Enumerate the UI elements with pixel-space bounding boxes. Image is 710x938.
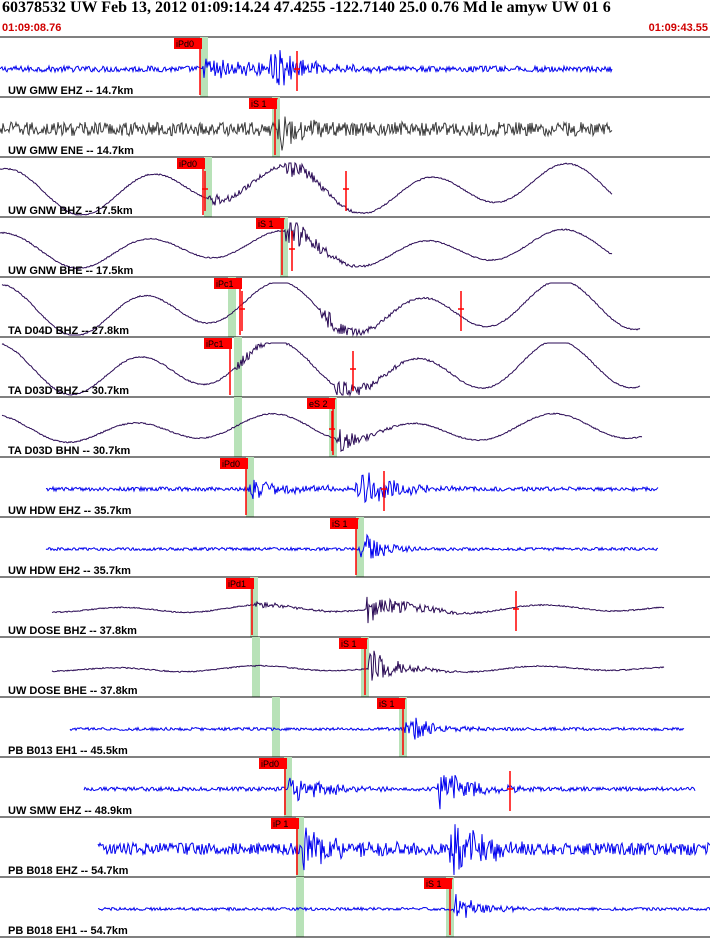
pick-label-box[interactable] bbox=[256, 218, 284, 229]
pick-label[interactable]: iS 1 bbox=[251, 99, 267, 109]
trace-row[interactable]: iPd0 UW GNW BHZ -- 17.5km bbox=[0, 157, 710, 218]
pick-label[interactable]: iPd0 bbox=[222, 459, 240, 469]
pick-label-box[interactable] bbox=[174, 38, 202, 49]
trace-row[interactable]: iPd1 UW DOSE BHZ -- 37.8km bbox=[0, 577, 710, 638]
pick-label-box[interactable] bbox=[271, 818, 299, 829]
waveform-trace bbox=[0, 222, 613, 270]
pick-arrow bbox=[279, 218, 285, 224]
pick-label-box[interactable] bbox=[226, 578, 254, 589]
trace-row[interactable]: iS 1 UW DOSE BHE -- 37.8km bbox=[0, 637, 710, 698]
trace-row[interactable]: iPd0 UW GMW EHZ -- 14.7km bbox=[0, 37, 710, 98]
arrival-window bbox=[296, 877, 304, 937]
pick-arrow bbox=[447, 878, 453, 884]
trace-row[interactable]: iPd0 UW HDW EHZ -- 35.7km bbox=[0, 457, 710, 518]
pick-label[interactable]: iS 1 bbox=[258, 219, 274, 229]
waveform-trace bbox=[0, 50, 613, 86]
trace-row[interactable]: iS 1 UW GNW BHE -- 17.5km bbox=[0, 217, 710, 278]
station-label: UW GNW BHZ -- 17.5km bbox=[8, 205, 133, 217]
waveform-trace bbox=[97, 894, 710, 918]
trace-row[interactable]: iS 1 PB B013 EH1 -- 45.5km bbox=[0, 697, 710, 758]
waveform-trace bbox=[45, 472, 659, 504]
pick-label-box[interactable] bbox=[377, 698, 405, 709]
arrival-window bbox=[250, 577, 258, 637]
waveform-trace bbox=[51, 596, 665, 624]
station-label: TA D03D BHZ -- 30.7km bbox=[8, 385, 129, 397]
waveform-trace bbox=[0, 116, 613, 151]
arrival-window bbox=[356, 517, 364, 577]
station-label: TA D03D BHN -- 30.7km bbox=[8, 445, 130, 457]
waveform-trace bbox=[1, 412, 643, 453]
arrival-window bbox=[252, 637, 260, 697]
station-label: TA D04D BHZ -- 27.8km bbox=[8, 325, 129, 337]
pick-arrow bbox=[400, 698, 406, 704]
arrival-window bbox=[272, 697, 280, 757]
trace-row[interactable]: iS 1 PB B018 EH1 -- 54.7km bbox=[0, 877, 710, 938]
pick-label[interactable]: iPd1 bbox=[228, 579, 246, 589]
arrival-window bbox=[234, 337, 242, 397]
station-label: UW GMW ENE -- 14.7km bbox=[8, 145, 134, 157]
pick-label[interactable]: iPc1 bbox=[216, 279, 234, 289]
station-label: UW GMW EHZ -- 14.7km bbox=[8, 85, 134, 97]
trace-row[interactable]: iP 1 PB B018 EHZ -- 54.7km bbox=[0, 817, 710, 878]
event-title: 60378532 UW Feb 13, 2012 01:09:14.24 47.… bbox=[2, 0, 611, 16]
pick-label[interactable]: iS 1 bbox=[341, 639, 357, 649]
trace-row[interactable]: eS 2 TA D03D BHN -- 30.7km bbox=[0, 397, 710, 458]
pick-label[interactable]: iPd0 bbox=[176, 39, 194, 49]
station-label: PB B018 EHZ -- 54.7km bbox=[8, 865, 129, 877]
waveform-trace bbox=[45, 533, 659, 559]
trace-row[interactable]: iPc1 TA D04D BHZ -- 27.8km bbox=[0, 277, 710, 338]
pick-label[interactable]: eS 2 bbox=[309, 399, 328, 409]
pick-label-box[interactable] bbox=[214, 278, 242, 289]
station-label: UW SMW EHZ -- 48.9km bbox=[8, 805, 132, 817]
arrival-window bbox=[228, 277, 236, 337]
pick-label-box[interactable] bbox=[330, 518, 358, 529]
waveform-trace bbox=[1, 341, 641, 397]
pick-label-box[interactable] bbox=[424, 878, 452, 889]
trace-row[interactable]: iPd0 UW SMW EHZ -- 48.9km bbox=[0, 757, 710, 818]
station-label: UW HDW EH2 -- 35.7km bbox=[8, 565, 131, 577]
trace-row[interactable]: iS 1 UW GMW ENE -- 14.7km bbox=[0, 97, 710, 158]
pick-label-box[interactable] bbox=[249, 98, 277, 109]
waveform-trace bbox=[97, 824, 710, 876]
pick-label[interactable]: iS 1 bbox=[426, 879, 442, 889]
station-label: UW DOSE BHE -- 37.8km bbox=[8, 685, 138, 697]
pick-label-box[interactable] bbox=[204, 338, 232, 349]
station-label: PB B013 EH1 -- 45.5km bbox=[8, 745, 128, 757]
arrival-window bbox=[280, 217, 288, 277]
pick-label-box[interactable] bbox=[259, 758, 287, 769]
arrival-window bbox=[204, 157, 212, 217]
pick-label-box[interactable] bbox=[220, 458, 248, 469]
arrival-window bbox=[200, 37, 208, 97]
pick-label[interactable]: iPd0 bbox=[261, 759, 279, 769]
pick-label-box[interactable] bbox=[339, 638, 367, 649]
pick-arrow bbox=[362, 638, 368, 644]
trace-row[interactable]: iPc1 TA D03D BHZ -- 30.7km bbox=[0, 337, 710, 398]
station-label: PB B018 EH1 -- 54.7km bbox=[8, 925, 128, 937]
record-header: 60378532 UW Feb 13, 2012 01:09:14.24 47.… bbox=[0, 0, 710, 37]
station-label: UW GNW BHE -- 17.5km bbox=[8, 265, 134, 277]
pick-label[interactable]: iS 1 bbox=[332, 519, 348, 529]
window-end-time: 01:09:43.55 bbox=[648, 22, 708, 34]
waveform-trace bbox=[0, 161, 613, 216]
pick-arrow bbox=[353, 518, 359, 524]
pick-label[interactable]: iPc1 bbox=[206, 339, 224, 349]
window-start-time: 01:09:08.76 bbox=[2, 22, 62, 34]
station-label: UW DOSE BHZ -- 37.8km bbox=[8, 625, 137, 637]
pick-label[interactable]: iS 1 bbox=[379, 699, 395, 709]
pick-label[interactable]: iPd0 bbox=[179, 159, 197, 169]
pick-arrow bbox=[272, 98, 278, 104]
station-label: UW HDW EHZ -- 35.7km bbox=[8, 505, 132, 517]
trace-row[interactable]: iS 1 UW HDW EH2 -- 35.7km bbox=[0, 517, 710, 578]
pick-label-box[interactable] bbox=[307, 398, 335, 409]
waveform-trace bbox=[83, 774, 696, 810]
arrival-window bbox=[234, 397, 242, 457]
waveform-trace bbox=[69, 717, 685, 740]
pick-label[interactable]: iP 1 bbox=[273, 819, 288, 829]
pick-label-box[interactable] bbox=[177, 158, 205, 169]
pick-arrow bbox=[330, 398, 336, 404]
waveform-trace bbox=[1, 282, 641, 337]
waveform-trace bbox=[51, 650, 665, 681]
